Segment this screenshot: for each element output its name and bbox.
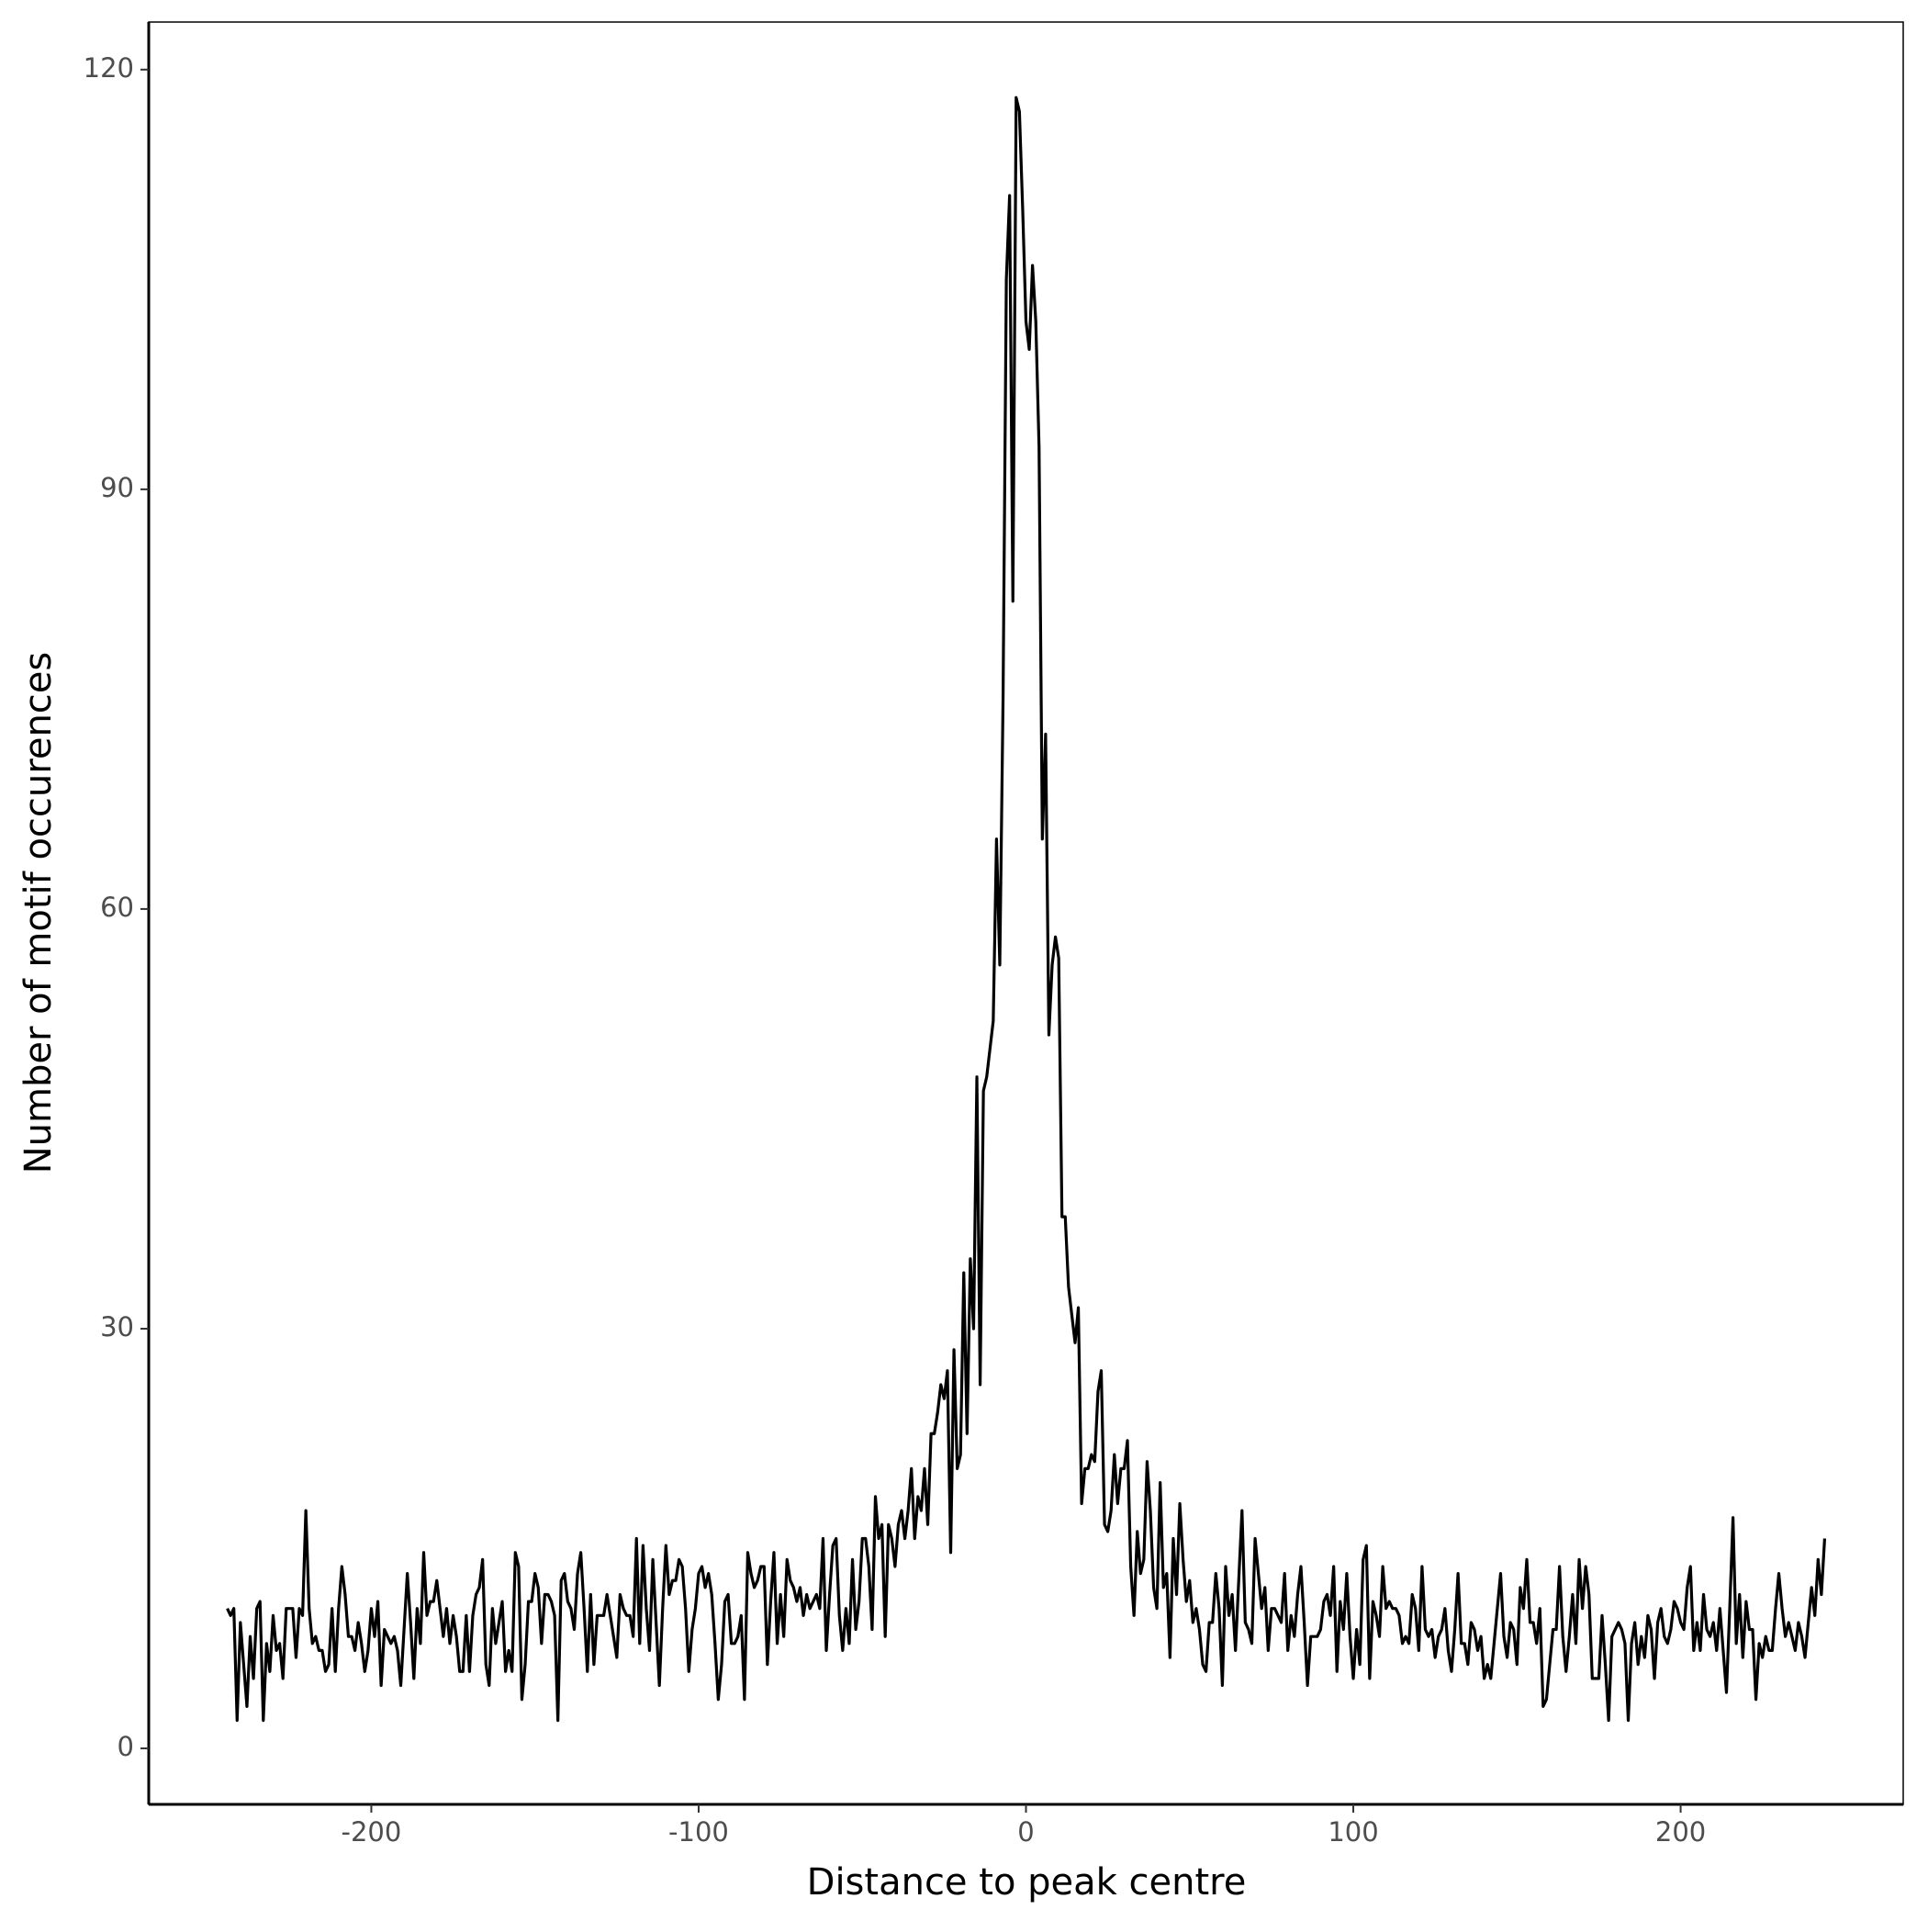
x-tick-label: -200 <box>342 1816 402 1848</box>
x-tick-label: 100 <box>1328 1816 1378 1848</box>
x-tick-label: 200 <box>1655 1816 1706 1848</box>
x-axis-title: Distance to peak centre <box>807 1861 1247 1904</box>
x-tick-label: -100 <box>668 1816 729 1848</box>
x-tick-label: 0 <box>1017 1816 1034 1848</box>
y-tick-label: 90 <box>100 472 134 503</box>
data-line <box>226 95 1827 1723</box>
y-tick-label: 30 <box>100 1311 134 1342</box>
y-tick-label: 60 <box>100 892 134 923</box>
y-tick-label: 120 <box>84 52 134 84</box>
y-tick-label: 0 <box>118 1731 134 1762</box>
y-axis-title: Number of motif occurences <box>17 652 60 1174</box>
